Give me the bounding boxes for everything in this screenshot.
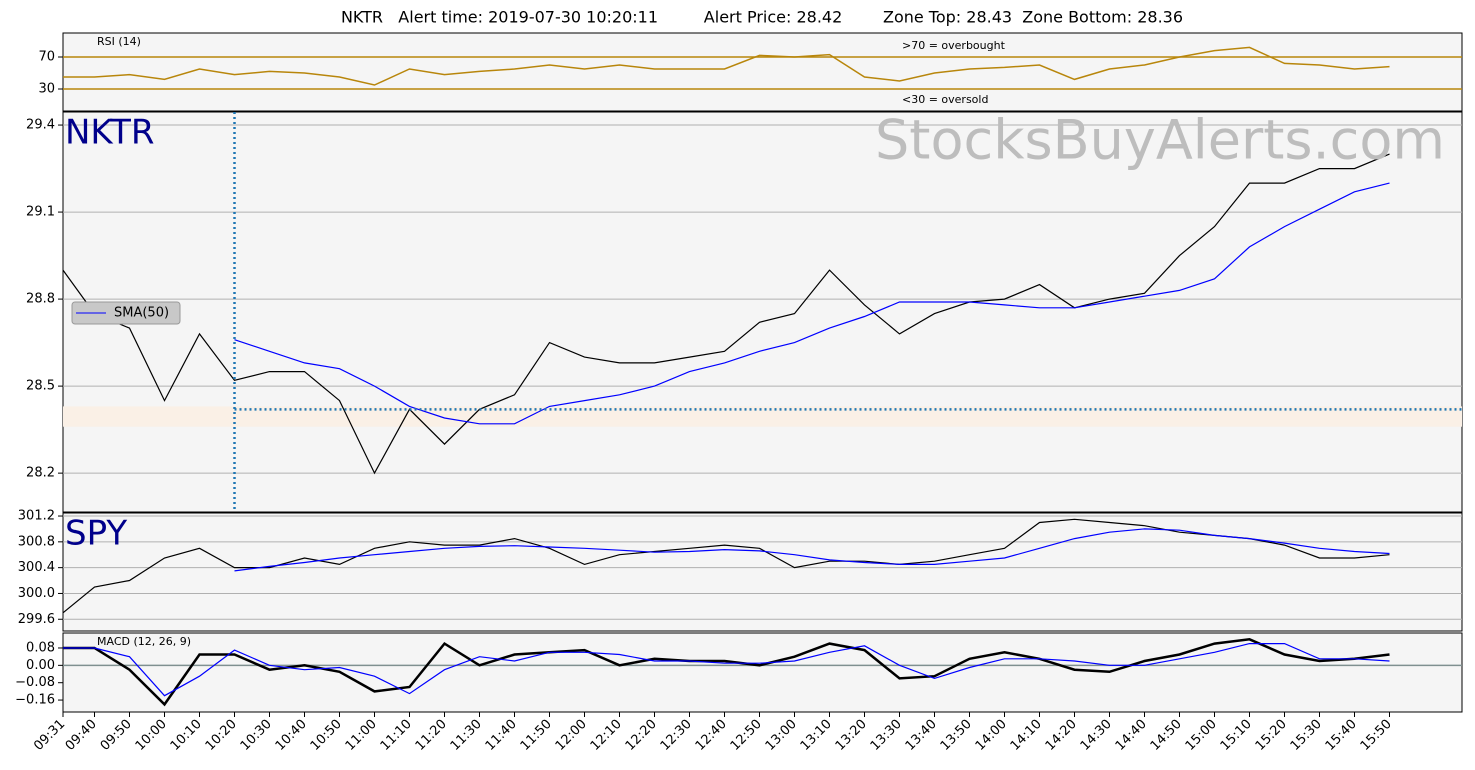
- x-tick-label: 13:20: [833, 717, 870, 754]
- x-tick-label: 10:50: [308, 717, 345, 754]
- x-tick-label: 11:40: [483, 717, 520, 754]
- x-tick-label: 15:30: [1288, 717, 1325, 754]
- y-tick-label: 28.5: [26, 379, 55, 394]
- y-tick-label: 28.8: [26, 292, 55, 307]
- y-tick-label: 0.00: [26, 658, 55, 673]
- x-tick-label: 13:50: [938, 717, 975, 754]
- y-tick-label: −0.08: [15, 675, 55, 690]
- alert-zone: [63, 406, 1462, 427]
- y-tick-label: −0.16: [15, 693, 55, 708]
- legend-box: [71, 301, 181, 325]
- x-tick-label: 13:10: [798, 717, 835, 754]
- x-tick-label: 12:20: [623, 717, 660, 754]
- x-tick-label: 10:00: [133, 717, 170, 754]
- x-tick-label: 12:30: [658, 717, 695, 754]
- panel-background: [62, 111, 1463, 513]
- x-tick-label: 10:10: [168, 717, 205, 754]
- x-tick-label: 15:00: [1183, 717, 1220, 754]
- panel-background: [62, 632, 1463, 713]
- y-tick-label: 300.4: [18, 560, 55, 575]
- x-tick-label: 12:40: [693, 717, 730, 754]
- x-tick-label: 11:00: [343, 717, 380, 754]
- panel-label: MACD (12, 26, 9): [97, 635, 191, 648]
- x-tick-label: 14:50: [1148, 717, 1185, 754]
- y-tick-label: 300.0: [18, 586, 55, 601]
- panel-label: NKTR: [65, 113, 154, 153]
- panel-background: [62, 512, 1463, 632]
- note: <30 = oversold: [902, 93, 988, 106]
- note: >70 = overbought: [902, 39, 1006, 52]
- x-tick-label: 15:20: [1253, 717, 1290, 754]
- y-tick-label: 29.4: [26, 118, 55, 133]
- y-tick-label: 0.08: [26, 640, 55, 655]
- x-tick-label: 14:20: [1043, 717, 1080, 754]
- x-tick-label: 14:00: [973, 717, 1010, 754]
- x-tick-label: 12:00: [553, 717, 590, 754]
- x-tick-label: 14:10: [1008, 717, 1045, 754]
- series-line: [62, 153, 1390, 475]
- series-line: [63, 638, 1390, 707]
- y-tick-label: 28.2: [26, 466, 55, 481]
- x-tick-label: 12:10: [588, 717, 625, 754]
- x-tick-label: 11:50: [518, 717, 555, 754]
- x-tick-label: 10:30: [238, 717, 275, 754]
- y-tick-label: 299.6: [18, 612, 55, 627]
- x-tick-label: 10:20: [203, 717, 240, 754]
- y-tick-label: 301.2: [18, 509, 55, 524]
- x-tick-label: 11:30: [448, 717, 485, 754]
- x-tick-label: 12:50: [728, 717, 765, 754]
- x-tick-label: 13:40: [903, 717, 940, 754]
- chart-title: NKTR Alert time: 2019-07-30 10:20:11 Ale…: [341, 8, 1183, 27]
- x-tick-label: 09:40: [63, 717, 100, 754]
- x-tick-label: 11:10: [378, 717, 415, 754]
- series-line: [63, 643, 1390, 697]
- panel-label: RSI (14): [97, 35, 141, 48]
- x-tick-label: 14:30: [1078, 717, 1115, 754]
- y-tick-label: 30: [38, 82, 55, 97]
- x-tick-label: 13:00: [763, 717, 800, 754]
- x-tick-label: 11:20: [413, 717, 450, 754]
- x-tick-label: 15:40: [1323, 717, 1360, 754]
- legend-label: SMA(50): [114, 306, 169, 321]
- x-tick-label: 14:40: [1113, 717, 1150, 754]
- x-tick-label: 15:10: [1218, 717, 1255, 754]
- x-tick-label: 09:31: [31, 717, 68, 754]
- y-tick-label: 29.1: [26, 205, 55, 220]
- series-line: [63, 46, 1390, 86]
- x-tick-label: 10:40: [273, 717, 310, 754]
- x-tick-label: 13:30: [868, 717, 905, 754]
- y-tick-label: 300.8: [18, 534, 55, 549]
- y-tick-label: 70: [38, 50, 55, 65]
- series-line: [234, 528, 1390, 572]
- x-tick-label: 15:50: [1358, 717, 1395, 754]
- panel-label: SPY: [65, 514, 127, 554]
- x-tick-label: 09:50: [98, 717, 135, 754]
- series-line: [234, 182, 1390, 425]
- watermark: StocksBuyAlerts.com: [875, 109, 1445, 172]
